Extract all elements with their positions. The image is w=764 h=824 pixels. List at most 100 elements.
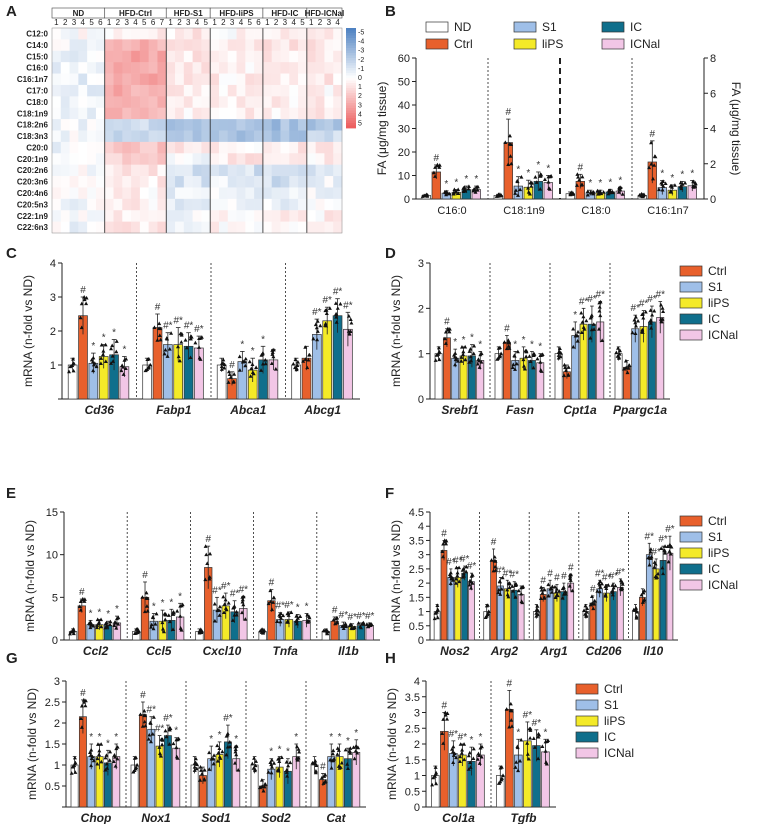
heatmap-cell xyxy=(95,119,106,131)
data-point xyxy=(221,357,226,362)
significance-mark: #* xyxy=(595,568,605,579)
category-label: Sod2 xyxy=(261,811,291,824)
data-point xyxy=(648,550,653,554)
data-point xyxy=(261,630,266,635)
heatmap-row-label: C14:0 xyxy=(26,41,48,50)
data-point xyxy=(591,606,596,611)
heatmap-cell xyxy=(148,84,158,97)
significance-mark: #* xyxy=(322,295,332,306)
y-tick-label: 20 xyxy=(398,147,410,159)
data-point xyxy=(456,187,461,192)
data-point xyxy=(103,755,108,760)
data-point xyxy=(435,607,440,612)
heatmap-cell xyxy=(131,210,141,222)
data-point xyxy=(491,568,496,573)
heatmap-cell xyxy=(183,28,193,40)
significance-mark: * xyxy=(97,608,101,619)
heatmap-cell xyxy=(324,164,334,177)
data-point xyxy=(603,593,608,598)
heatmap-cell xyxy=(166,28,176,40)
heatmap-cell xyxy=(201,130,211,143)
heatmap-cell xyxy=(95,176,106,188)
data-point xyxy=(583,603,588,608)
heatmap-cell xyxy=(298,176,308,188)
category-label: C18:1n9 xyxy=(503,205,545,217)
heatmap-cell xyxy=(157,96,167,109)
data-point xyxy=(680,182,685,186)
colorbar-segment xyxy=(346,95,356,99)
heatmap-cell xyxy=(148,119,158,131)
heatmap-cell xyxy=(175,107,185,120)
heatmap-cell xyxy=(166,50,176,63)
heatmap-cell xyxy=(298,153,308,165)
heatmap-cell xyxy=(69,198,79,211)
colorbar-tick: -5 xyxy=(358,30,364,37)
data-point xyxy=(618,586,623,590)
data-point xyxy=(266,770,271,774)
heatmap-cell xyxy=(201,221,211,234)
significance-mark: * xyxy=(516,165,520,176)
data-point xyxy=(648,556,653,560)
heatmap-cell xyxy=(69,107,79,120)
data-point xyxy=(659,546,664,551)
heatmap-col-label: 5 xyxy=(89,18,94,27)
colorbar-segment xyxy=(346,115,356,119)
heatmap-cell xyxy=(148,176,158,188)
data-point xyxy=(202,767,207,772)
data-point xyxy=(335,752,340,756)
data-point xyxy=(147,732,152,737)
heatmap-cell xyxy=(280,28,290,40)
heatmap-cell xyxy=(175,96,185,109)
significance-mark: #* xyxy=(631,303,641,314)
data-point xyxy=(237,354,242,359)
significance-mark: * xyxy=(660,168,664,179)
heatmap-cell xyxy=(298,164,308,177)
category-label: Chop xyxy=(81,811,112,824)
data-point xyxy=(253,767,258,772)
heatmap-cell xyxy=(52,153,62,165)
data-point xyxy=(104,620,109,625)
significance-mark: * xyxy=(464,174,468,185)
heatmap-cell xyxy=(95,198,106,211)
data-point xyxy=(103,342,108,347)
heatmap-cell xyxy=(254,221,264,234)
data-point xyxy=(211,761,216,766)
heatmap-cell xyxy=(210,153,220,165)
heatmap-cell xyxy=(315,164,325,177)
heatmap-cell xyxy=(254,39,264,52)
significance-mark: * xyxy=(546,164,550,175)
data-point xyxy=(510,724,515,728)
data-point xyxy=(217,604,222,609)
significance-mark: * xyxy=(536,160,540,171)
heatmap-cell xyxy=(192,221,202,234)
heatmap-cell xyxy=(139,119,149,131)
heatmap-cell xyxy=(262,187,272,200)
heatmap-cell xyxy=(131,221,141,234)
category-label: C16:1n7 xyxy=(647,205,689,217)
data-point xyxy=(442,190,447,194)
heatmap-cell xyxy=(289,39,299,52)
data-point xyxy=(659,319,664,324)
data-point xyxy=(451,353,456,357)
data-point xyxy=(531,365,536,370)
heatmap-cell xyxy=(183,176,193,188)
data-point xyxy=(87,750,92,754)
legend-label-s1: S1 xyxy=(708,530,723,544)
data-point xyxy=(460,747,465,752)
y-tick-label: 2.5 xyxy=(405,723,420,735)
heatmap-cell xyxy=(306,141,316,154)
heatmap-cell xyxy=(333,164,343,177)
data-point xyxy=(584,318,589,323)
data-point xyxy=(589,190,594,195)
data-point xyxy=(533,174,538,179)
heatmap-cell xyxy=(131,187,141,200)
heatmap-cell xyxy=(236,39,246,52)
data-point xyxy=(132,756,137,760)
category-label: Fabp1 xyxy=(156,403,192,417)
data-point xyxy=(567,572,572,577)
data-point xyxy=(471,756,476,760)
category-label: Col1a xyxy=(442,811,475,824)
data-point xyxy=(89,357,94,362)
heatmap-cell xyxy=(192,187,202,200)
